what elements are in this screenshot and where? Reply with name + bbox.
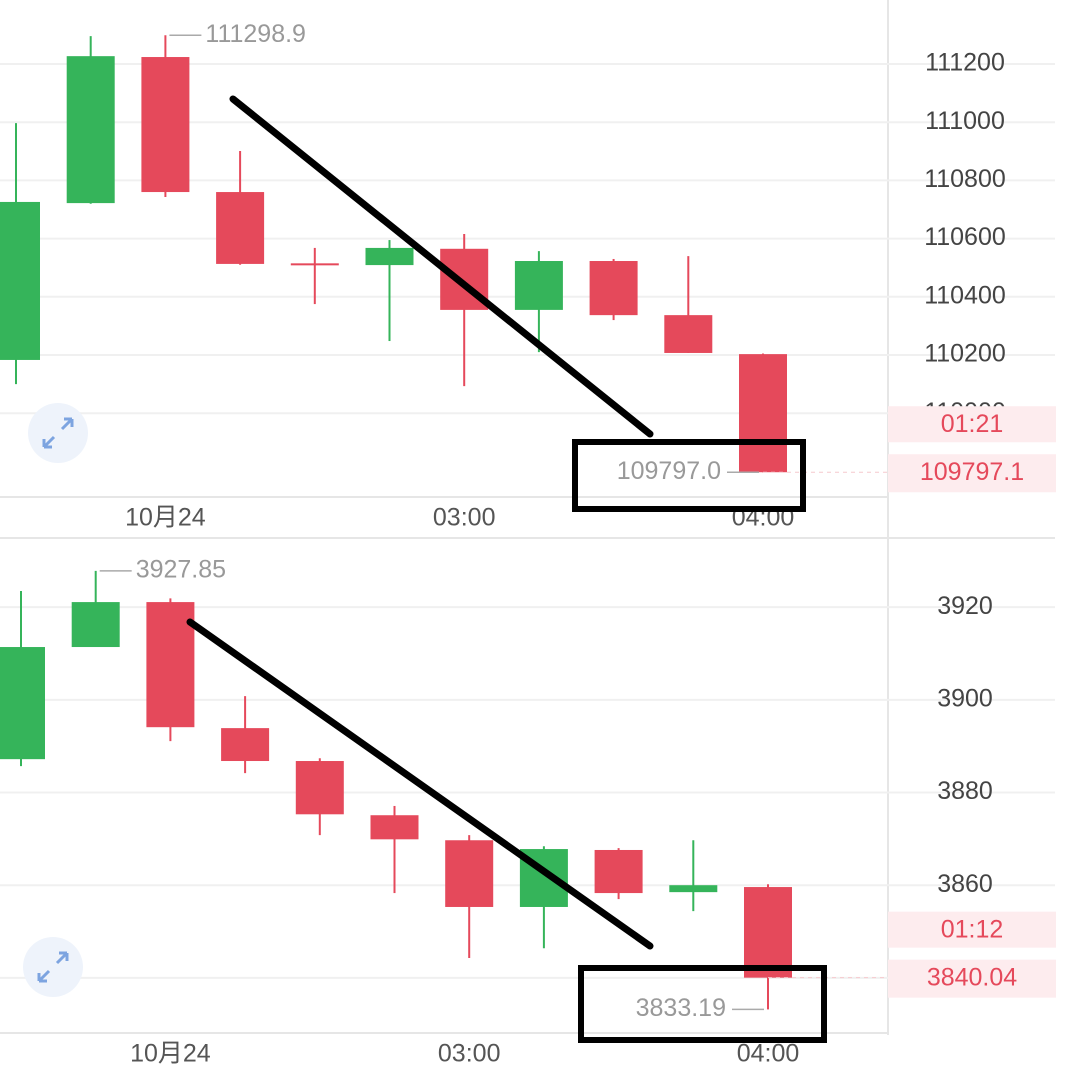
candle-body [66, 56, 115, 204]
y-tick-label: 111200 [925, 49, 1005, 77]
x-tick-label: 10月24 [125, 504, 206, 532]
x-tick-label: 10月24 [130, 1040, 211, 1068]
candle-body [216, 192, 265, 264]
annotations [186, 95, 827, 1043]
high-label: 111298.9 [205, 20, 306, 48]
high-label: 3927.85 [136, 555, 226, 583]
expand-bg[interactable] [23, 937, 83, 997]
last-price-box [888, 454, 1056, 493]
y-tick-label: 110400 [924, 281, 1006, 309]
candle-body [295, 761, 344, 815]
expand-button[interactable] [28, 403, 88, 463]
candle-body [290, 263, 339, 266]
expand-bg[interactable] [28, 403, 88, 463]
candle-body [0, 647, 45, 760]
last-price: 109797.1 [920, 458, 1024, 486]
candle-body [221, 728, 270, 762]
highlight-box [578, 965, 827, 1043]
candle-body [370, 815, 419, 840]
countdown-box [888, 406, 1056, 443]
y-tick-label: 111000 [925, 107, 1005, 135]
y-tick-label: 110200 [924, 340, 1006, 368]
countdown-box [888, 911, 1056, 948]
y-tick-label: 3920 [937, 592, 993, 620]
y-tick-label: 3880 [937, 777, 993, 805]
candle-body [0, 201, 40, 360]
y-tick-label: 3860 [937, 870, 993, 898]
y-tick-label: 3900 [937, 684, 993, 712]
x-tick-label: 03:00 [433, 504, 496, 532]
candle-body [445, 840, 494, 907]
candle-body [365, 247, 414, 266]
candle-body [514, 261, 563, 310]
low-label: 109797.0 [617, 457, 721, 485]
countdown: 01:21 [941, 410, 1004, 438]
expand-icon[interactable] [42, 417, 74, 449]
candle-body [141, 57, 190, 193]
y-tick-label: 110600 [924, 223, 1006, 251]
highlight-box [572, 439, 806, 512]
y-tick-label: 110800 [924, 165, 1006, 193]
candle-body [664, 315, 713, 353]
candle-body [71, 602, 120, 648]
trend-line [229, 95, 654, 438]
last-price-box [888, 959, 1056, 998]
expand-button[interactable] [23, 937, 83, 997]
candle-body [589, 261, 638, 316]
last-price: 3840.04 [927, 963, 1017, 991]
trend-line [186, 618, 654, 950]
x-tick-label: 03:00 [438, 1040, 501, 1068]
low-label: 3833.19 [636, 994, 726, 1022]
candle-body [739, 354, 787, 473]
x-tick-label: 04:00 [737, 1040, 800, 1068]
candle-body [594, 849, 643, 894]
charts: 1100001102001104001106001108001110001112… [0, 20, 1056, 1068]
countdown: 01:12 [941, 915, 1004, 943]
candle-body [744, 887, 792, 978]
candle-body [146, 602, 195, 728]
candle-body [669, 885, 718, 893]
expand-icon[interactable] [37, 951, 69, 983]
